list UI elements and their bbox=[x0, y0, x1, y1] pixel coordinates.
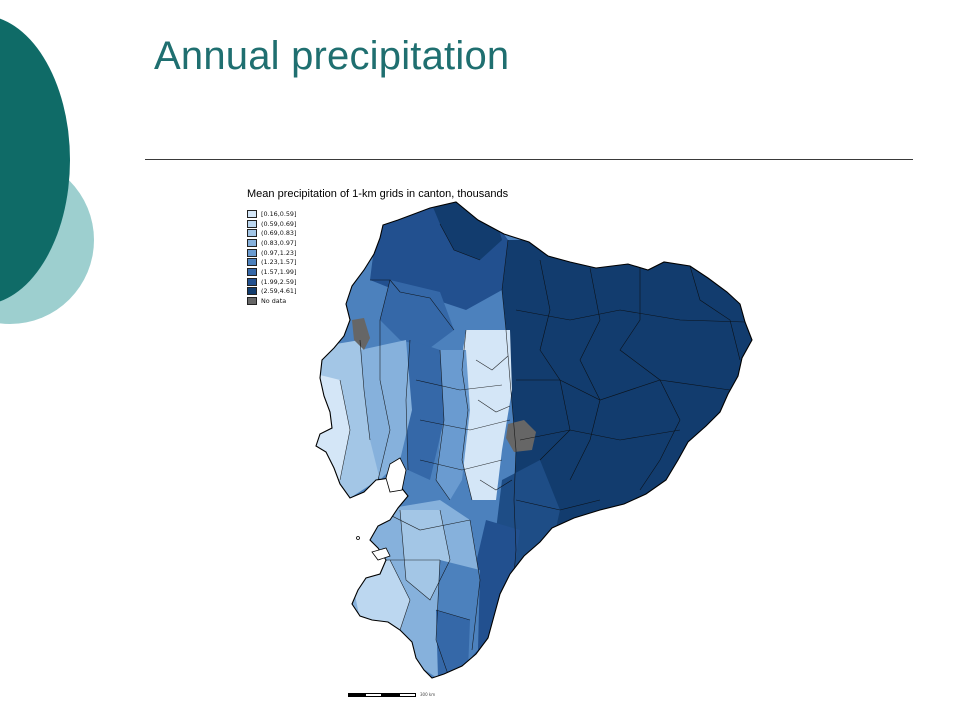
legend-swatch bbox=[247, 229, 257, 238]
legend-item: [0.16,0.59] bbox=[247, 209, 296, 219]
slide-decoration bbox=[0, 18, 94, 324]
map-legend: [0.16,0.59] (0.59,0.69] (0.69,0.83] (0.8… bbox=[247, 209, 296, 306]
gulf-islands bbox=[356, 457, 407, 561]
legend-label: (0.83,0.97] bbox=[261, 238, 297, 247]
legend-swatch bbox=[247, 287, 257, 296]
scale-segment bbox=[399, 692, 416, 697]
ecuador-outline bbox=[315, 201, 753, 679]
scale-segment bbox=[382, 692, 399, 697]
decor-circle-dark bbox=[0, 18, 70, 302]
legend-item: (1.99,2.59] bbox=[247, 277, 296, 287]
legend-item: (1.57,1.99] bbox=[247, 267, 296, 277]
legend-item: (0.83,0.97] bbox=[247, 238, 296, 248]
legend-label: (0.69,0.83] bbox=[261, 229, 297, 238]
scale-segment bbox=[348, 692, 365, 697]
legend-label: (0.97,1.23] bbox=[261, 248, 297, 257]
page-title: Annual precipitation bbox=[154, 34, 510, 78]
map-heading: Mean precipitation of 1-km grids in cant… bbox=[247, 188, 509, 200]
legend-item: (1.23,1.57] bbox=[247, 257, 296, 267]
legend-item: (0.59,0.69] bbox=[247, 219, 296, 229]
legend-label: (0.59,0.69] bbox=[261, 219, 297, 228]
legend-swatch bbox=[247, 258, 257, 267]
scale-segment bbox=[365, 692, 382, 697]
legend-label: (1.99,2.59] bbox=[261, 277, 297, 286]
legend-item: (0.97,1.23] bbox=[247, 248, 296, 258]
legend-swatch bbox=[247, 267, 257, 276]
legend-swatch bbox=[247, 238, 257, 247]
choropleth-map bbox=[315, 201, 753, 679]
legend-label: (1.57,1.99] bbox=[261, 267, 297, 276]
legend-item: (0.69,0.83] bbox=[247, 228, 296, 238]
legend-swatch bbox=[247, 297, 257, 306]
legend-swatch bbox=[247, 219, 257, 228]
title-divider bbox=[145, 159, 913, 160]
scale-bar: 300 km bbox=[348, 692, 435, 697]
legend-swatch bbox=[247, 248, 257, 257]
legend-item: (2.59,4.61] bbox=[247, 287, 296, 297]
legend-label: (1.23,1.57] bbox=[261, 258, 297, 267]
legend-label: (2.59,4.61] bbox=[261, 287, 297, 296]
legend-label: No data bbox=[261, 297, 287, 306]
scale-label: 300 km bbox=[420, 692, 436, 697]
legend-label: [0.16,0.59] bbox=[261, 209, 297, 218]
legend-swatch bbox=[247, 277, 257, 286]
legend-item: No data bbox=[247, 296, 296, 306]
legend-swatch bbox=[247, 209, 257, 218]
